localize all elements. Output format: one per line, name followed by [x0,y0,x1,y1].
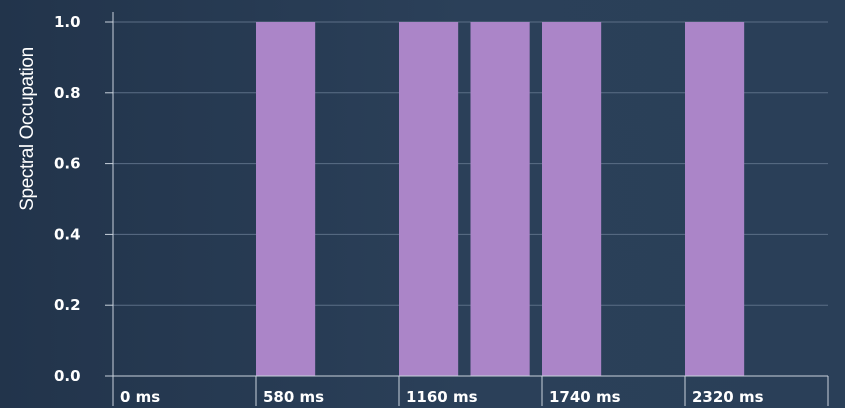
x-tick-label: 2320 ms [692,388,764,406]
x-tick-label: 580 ms [263,388,324,406]
bar [470,22,530,376]
bar [399,22,459,376]
bar [542,22,602,376]
bar [256,22,316,376]
x-tick-labels: 0 ms 580 ms 1160 ms 1740 ms 2320 ms [120,388,764,406]
y-axis-title: Spectral Occupation [17,47,38,211]
y-tick-label: 0.0 [54,367,81,385]
bars [256,22,745,376]
y-tick-label: 1.0 [54,13,81,31]
bar [685,22,745,376]
x-tick-label: 0 ms [120,388,160,406]
x-tick-label: 1160 ms [406,388,478,406]
axes [105,12,829,406]
x-tick-label: 1740 ms [549,388,621,406]
y-tick-label: 0.6 [54,155,81,173]
y-tick-label: 0.4 [54,225,81,243]
y-tick-label: 0.2 [54,296,81,314]
y-tick-label: 0.8 [54,84,81,102]
y-tick-labels: 0.0 0.2 0.4 0.6 0.8 1.0 [54,13,81,385]
